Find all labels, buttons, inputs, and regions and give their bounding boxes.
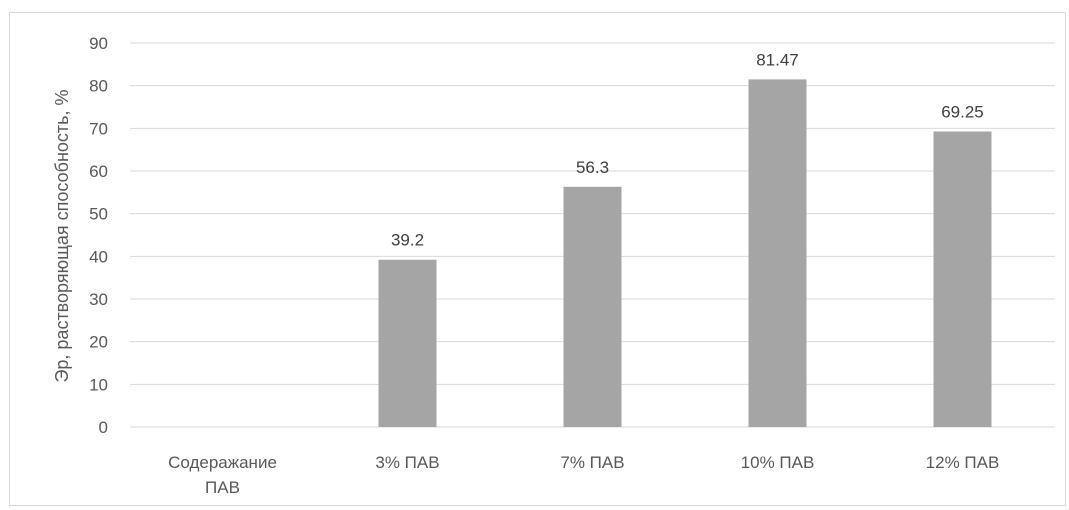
bar <box>563 186 622 427</box>
data-label: 69.25 <box>941 103 984 122</box>
gridlines <box>130 42 1055 428</box>
y-tick-label: 0 <box>99 418 108 437</box>
y-tick-label: 10 <box>89 375 108 394</box>
y-tick-label: 40 <box>89 247 108 266</box>
y-tick-label: 60 <box>89 162 108 181</box>
x-axis-labels: Содеражание ПАВ 3% ПАВ 7% ПАВ 10% ПАВ 12% ПАВ <box>168 453 999 497</box>
bars <box>378 79 992 428</box>
y-axis-title: Эр, растворяющая способность, % <box>52 89 72 382</box>
chart-area <box>9 12 1066 506</box>
y-tick-label: 30 <box>89 290 108 309</box>
x-tick-label: 7% ПАВ <box>560 453 624 472</box>
y-tick-label: 80 <box>89 77 108 96</box>
bar <box>933 131 992 428</box>
y-tick-label: 50 <box>89 205 108 224</box>
x-tick-label: ПАВ <box>205 478 240 497</box>
x-tick-label: 10% ПАВ <box>741 453 815 472</box>
y-tick-label: 90 <box>89 34 108 53</box>
x-tick-label: 12% ПАВ <box>926 453 1000 472</box>
y-axis-ticks: 0 10 20 30 40 50 60 70 80 90 <box>89 34 108 437</box>
data-label: 56.3 <box>576 158 609 177</box>
data-label: 39.2 <box>391 231 424 250</box>
data-label: 81.47 <box>756 50 799 69</box>
x-tick-label: Содеражание <box>168 453 277 472</box>
bar <box>748 79 807 428</box>
y-tick-label: 20 <box>89 333 108 352</box>
data-labels: 39.2 56.3 81.47 69.25 <box>391 50 984 249</box>
x-tick-label: 3% ПАВ <box>375 453 439 472</box>
bar <box>378 259 437 427</box>
y-tick-label: 70 <box>89 119 108 138</box>
